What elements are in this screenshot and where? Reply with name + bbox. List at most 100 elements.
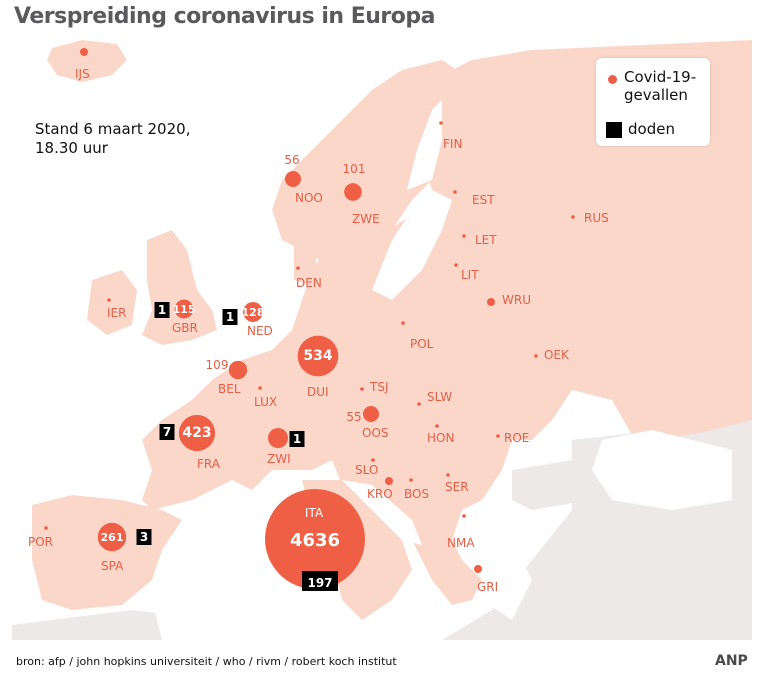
case-marker-bel xyxy=(228,360,248,380)
map-title: Verspreiding coronavirus in Europa xyxy=(14,4,436,29)
mainland-land xyxy=(142,40,752,605)
country-label-lux: LUX xyxy=(254,395,277,409)
death-box-spa xyxy=(136,529,152,545)
north-sea xyxy=(212,240,294,320)
country-label-dui: DUI xyxy=(307,385,329,399)
legend: Covid-19- gevallen doden xyxy=(596,58,710,146)
case-marker-roe xyxy=(496,434,500,438)
case-marker-fra xyxy=(178,414,216,452)
country-label-bos: BOS xyxy=(404,487,429,501)
case-marker-let xyxy=(462,234,466,238)
iceland-land xyxy=(47,40,127,82)
death-box-fra xyxy=(159,424,175,440)
death-count-gbr: 1 xyxy=(158,303,166,317)
case-count-ned: 128 xyxy=(242,306,265,319)
case-marker-nma xyxy=(462,514,466,518)
case-marker-oos xyxy=(363,406,379,422)
legend-cases-line2: gevallen xyxy=(624,86,688,104)
country-label-oek: OEK xyxy=(544,348,570,362)
death-count-ned: 1 xyxy=(226,310,234,324)
country-label-por: POR xyxy=(28,535,53,549)
case-marker-rus xyxy=(571,215,575,219)
case-count-zwe: 101 xyxy=(343,162,366,176)
country-label-ier: IER xyxy=(107,306,126,320)
death-box-zwi xyxy=(289,431,305,447)
case-marker-ser xyxy=(446,473,450,477)
case-marker-est xyxy=(453,190,457,194)
case-marker-ita xyxy=(265,489,365,589)
country-label-hon: HON xyxy=(427,431,454,445)
country-label-wru: WRU xyxy=(502,293,531,307)
country-label-noo: NOO xyxy=(295,191,323,205)
country-label-pol: POL xyxy=(410,337,434,351)
black-sea xyxy=(592,430,732,510)
country-label-gri: GRI xyxy=(477,580,498,594)
case-marker-kro xyxy=(385,477,393,485)
cases-dot-icon xyxy=(608,75,617,84)
country-label-fra: FRA xyxy=(197,457,221,471)
case-marker-wru xyxy=(487,298,495,306)
gulf-of-bothnia xyxy=(407,100,442,190)
death-box-ned xyxy=(222,309,238,325)
death-count-fra: 7 xyxy=(163,425,171,439)
scandinavia-land xyxy=(272,60,472,280)
case-marker-ijs xyxy=(80,48,88,56)
case-marker-ned xyxy=(243,302,263,322)
legend-deaths-label: doden xyxy=(628,120,675,138)
case-marker-noo xyxy=(285,171,301,187)
case-marker-slo xyxy=(371,458,375,462)
stand-date: Stand 6 maart 2020, xyxy=(35,120,191,138)
deaths-square-icon xyxy=(606,122,622,138)
case-count-ita: 4636 xyxy=(290,530,340,551)
country-label-zwe: ZWE xyxy=(352,212,380,226)
country-label-den: DEN xyxy=(296,276,322,290)
death-box-ita xyxy=(302,571,338,591)
country-label-roe: ROE xyxy=(504,431,529,445)
case-marker-tsj xyxy=(360,387,364,391)
case-count-bel: 109 xyxy=(206,358,229,372)
case-marker-ier xyxy=(107,298,111,302)
country-label-slw: SLW xyxy=(427,390,452,404)
country-label-gbr: GBR xyxy=(172,321,198,335)
denmark-land xyxy=(294,240,317,285)
country-label-let: LET xyxy=(475,233,497,247)
case-marker-gbr xyxy=(174,299,194,319)
legend-cases-line1: Covid-19- xyxy=(624,68,697,86)
case-count-noo: 56 xyxy=(284,153,299,167)
country-label-oos: OOS xyxy=(362,426,389,440)
case-marker-oek xyxy=(534,354,538,358)
country-label-rus: RUS xyxy=(584,211,609,225)
case-marker-hon xyxy=(435,424,439,428)
case-count-spa: 261 xyxy=(101,531,124,544)
death-count-zwi: 1 xyxy=(293,432,301,446)
case-marker-slw xyxy=(417,402,421,406)
case-marker-den xyxy=(296,266,300,270)
country-label-spa: SPA xyxy=(101,559,124,573)
country-label-slo: SLO xyxy=(355,463,378,477)
case-marker-lit xyxy=(454,263,458,267)
country-label-zwi: ZWI xyxy=(267,452,291,466)
case-marker-zwi xyxy=(268,428,288,448)
case-marker-dui xyxy=(297,335,339,377)
country-label-ser: SER xyxy=(445,480,469,494)
country-label-bel: BEL xyxy=(218,382,241,396)
country-label-nma: NMA xyxy=(447,536,475,550)
case-marker-spa xyxy=(97,522,127,552)
adriatic-sea xyxy=(342,480,422,545)
country-label-tsj: TSJ xyxy=(369,380,389,394)
country-label-ned: NED xyxy=(247,324,273,338)
death-count-ita: 197 xyxy=(307,576,332,590)
case-marker-fin xyxy=(439,121,443,125)
case-marker-por xyxy=(44,526,48,530)
country-label-lit: LIT xyxy=(461,268,479,282)
case-count-dui: 534 xyxy=(303,348,332,364)
legend-cases-label: Covid-19- gevallen xyxy=(624,68,696,104)
case-marker-pol xyxy=(401,321,405,325)
markers-layer: IJSNOO56ZWE101FINESTLETLITRUSDENIERGBR11… xyxy=(28,48,609,594)
death-count-spa: 3 xyxy=(140,530,148,544)
country-label-ijs: IJS xyxy=(75,67,90,81)
agency-logo: ANP xyxy=(715,653,748,669)
case-count-fra: 423 xyxy=(182,425,211,441)
country-label-ita: ITA xyxy=(305,506,324,520)
case-marker-bos xyxy=(409,478,413,482)
